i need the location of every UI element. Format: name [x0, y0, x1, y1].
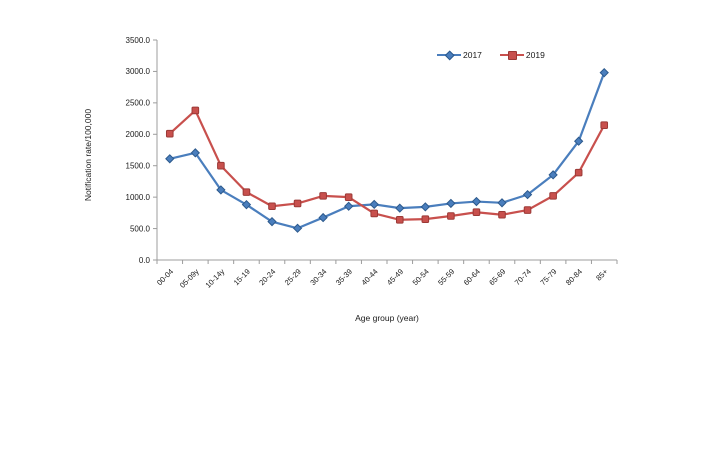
series-2019-marker	[191, 106, 200, 115]
series-2019-marker	[549, 192, 557, 200]
series-2019-marker	[600, 121, 609, 129]
y-tick-label: 2500.0	[126, 99, 151, 108]
x-tick-label: 40-44	[360, 267, 380, 287]
x-tick-label: 65-69	[487, 267, 507, 287]
series-2019-marker	[319, 192, 327, 200]
x-tick-label: 45-49	[385, 267, 405, 287]
x-tick-label: 10-14y	[204, 267, 227, 290]
series-2019-marker	[523, 206, 532, 214]
x-tick-label: 60-64	[462, 267, 482, 287]
series-2017-marker	[599, 68, 609, 78]
x-tick-label: 50-54	[411, 267, 431, 287]
x-tick-label: 20-24	[257, 267, 277, 287]
series-2019-marker	[370, 209, 379, 218]
series-2017-marker	[216, 185, 226, 195]
y-tick-label: 1000.0	[126, 193, 151, 202]
y-tick-label: 3000.0	[126, 67, 151, 76]
x-tick-label: 30-34	[308, 267, 328, 287]
series-2019-marker	[293, 199, 302, 208]
series-2019-marker	[242, 188, 251, 196]
series-2017-marker	[497, 198, 507, 208]
legend-label-2019: 2019	[525, 49, 545, 60]
series-2019-marker	[268, 202, 276, 211]
x-tick-label: 35-39	[334, 267, 354, 287]
x-tick-label: 70-74	[513, 267, 533, 287]
series-2019-line	[169, 109, 606, 221]
legend-marker-2019	[499, 49, 524, 60]
series-2017-marker	[343, 201, 354, 211]
series-2019-marker	[447, 212, 455, 220]
series-2017-marker	[267, 216, 277, 227]
legend-item-2019: 2019	[499, 49, 545, 60]
series-2019-marker	[421, 215, 430, 223]
x-tick-label: 80-84	[564, 267, 584, 287]
x-tick-label: 85+	[594, 267, 610, 283]
x-tick-label: 55-59	[436, 267, 456, 287]
y-axis-title: Notification rate/100,000	[83, 108, 93, 202]
series-2017-marker	[420, 202, 431, 212]
series-2017-marker	[318, 212, 328, 223]
series-2017-marker	[548, 170, 558, 180]
series-2017-marker	[522, 189, 533, 200]
y-tick-label: 2000.0	[126, 130, 151, 139]
series-2017-marker	[471, 196, 482, 207]
x-tick-label: 25-29	[283, 267, 303, 287]
legend-marker-2017	[437, 49, 461, 61]
series-2017-marker	[241, 200, 252, 210]
y-tick-label: 500.0	[130, 224, 151, 233]
x-tick-label: 15-19	[232, 267, 252, 287]
legend-label-2017: 2017	[463, 49, 482, 60]
series-2017-marker	[446, 198, 456, 209]
series-2017-marker	[573, 136, 584, 146]
x-tick-label: 00-04	[155, 267, 175, 287]
series-2019-marker	[217, 161, 225, 170]
x-tick-label: 05-09y	[178, 267, 201, 290]
y-tick-label: 3500.0	[126, 36, 151, 45]
x-tick-label: 75-79	[538, 267, 558, 287]
x-axis-title: Age group (year)	[355, 313, 419, 323]
series-2019-marker	[574, 168, 583, 177]
series-2019-marker	[498, 210, 506, 219]
legend: 2017 2019	[437, 49, 545, 61]
series-2017-marker	[190, 148, 201, 158]
series-2019-marker	[395, 215, 404, 224]
series-2017-marker	[369, 199, 379, 210]
y-tick-label: 0.0	[139, 256, 151, 265]
series-2017-marker	[292, 223, 303, 233]
series-2019-marker	[472, 208, 481, 217]
series-2017-marker	[395, 203, 405, 213]
series-2017-marker	[165, 154, 175, 164]
series-2019-marker	[165, 129, 174, 138]
series-2019-marker	[344, 193, 353, 201]
series-2017-line	[169, 72, 606, 230]
legend-item-2017: 2017	[437, 49, 482, 61]
y-tick-label: 1500.0	[126, 162, 151, 171]
